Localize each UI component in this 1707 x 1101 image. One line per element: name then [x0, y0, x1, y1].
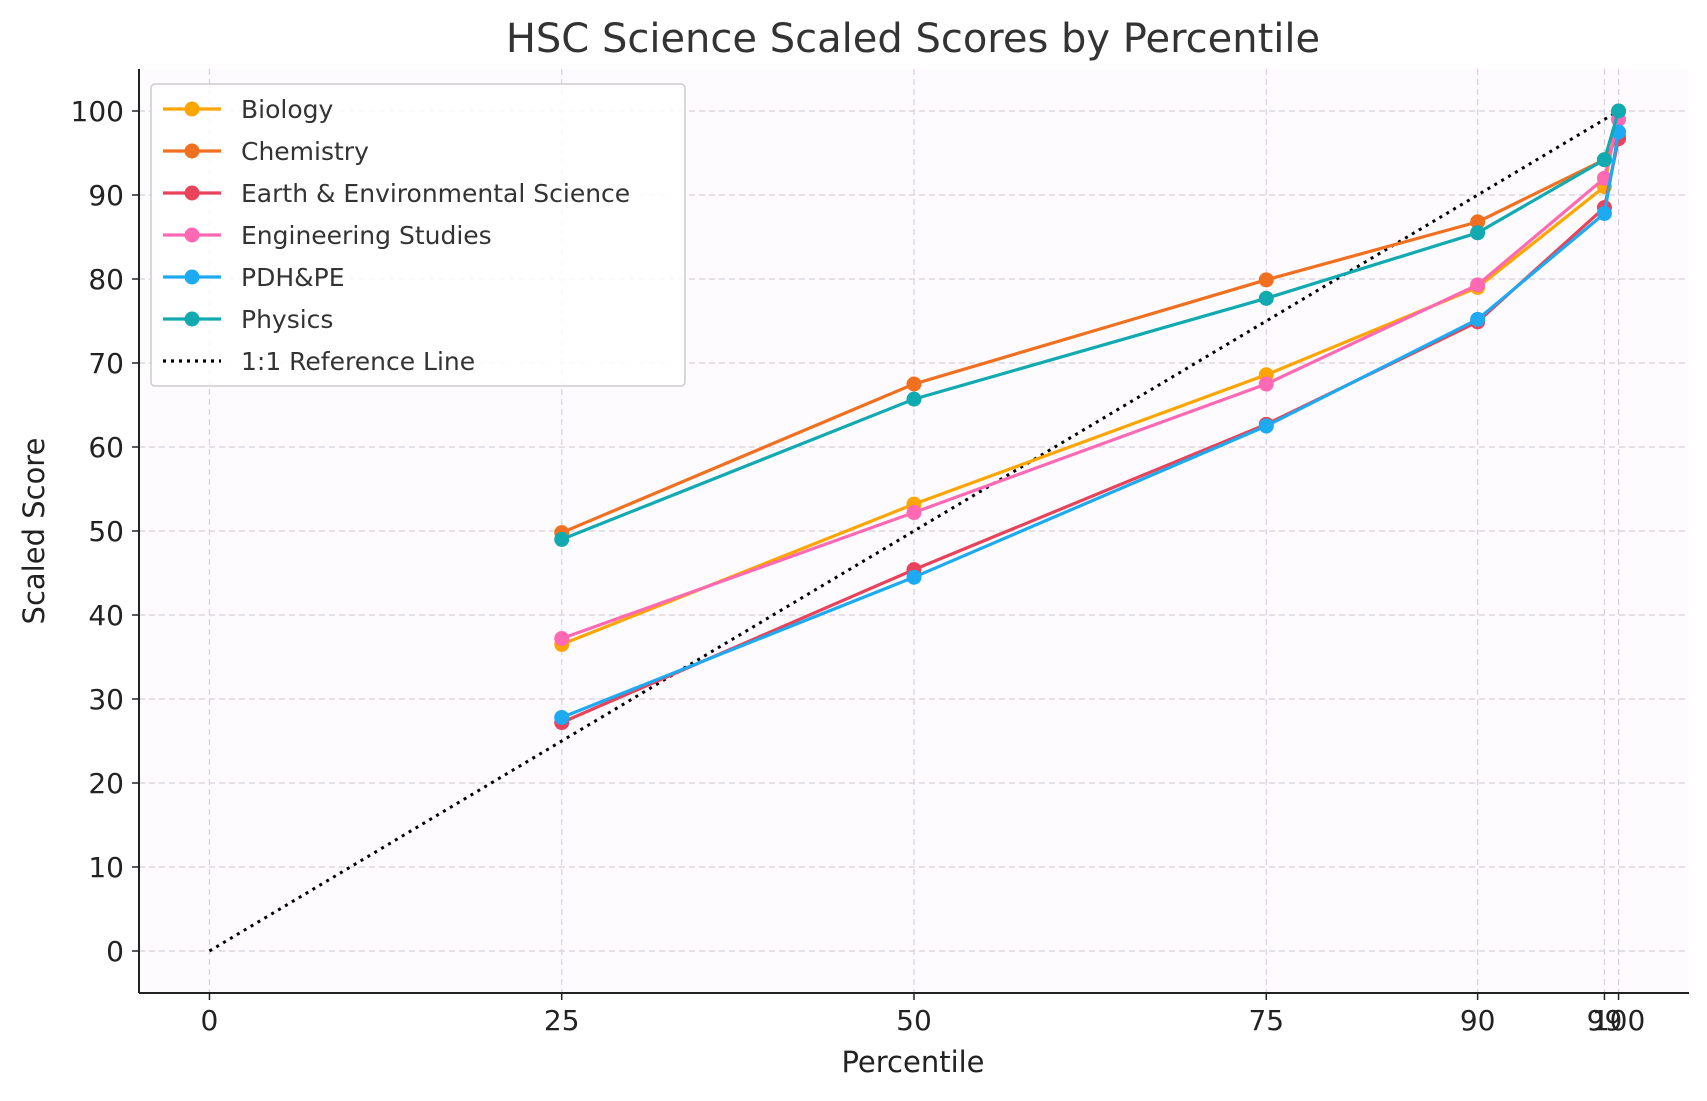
- data-point: [1596, 152, 1612, 168]
- y-tick-label: 20: [88, 767, 124, 800]
- y-axis-label: Scaled Score: [17, 438, 51, 625]
- x-tick-label: 75: [1248, 1004, 1284, 1037]
- x-axis-label: Percentile: [841, 1045, 984, 1079]
- x-tick-label: 90: [1460, 1004, 1496, 1037]
- legend-label: Engineering Studies: [241, 221, 492, 250]
- data-point: [906, 391, 922, 407]
- x-tick-label: 100: [1592, 1004, 1645, 1037]
- y-ticks: 0 10 20 30 40 50 60 70 80 90 100: [71, 95, 139, 968]
- legend-item: 1:1 Reference Line: [163, 347, 475, 376]
- series-physics: [554, 103, 1627, 547]
- data-point: [1258, 272, 1274, 288]
- legend-item: Engineering Studies: [163, 221, 492, 250]
- grid: [139, 69, 1689, 993]
- legend-item: Chemistry: [163, 137, 369, 166]
- y-tick-label: 10: [88, 851, 124, 884]
- series-line: [561, 110, 1621, 541]
- chart-title: HSC Science Scaled Scores by Percentile: [506, 16, 1320, 62]
- y-tick-label: 60: [88, 431, 124, 464]
- y-tick-label: 40: [88, 599, 124, 632]
- data-point: [1470, 225, 1486, 241]
- reference-line-group: [208, 109, 1620, 953]
- series-line: [561, 131, 1621, 719]
- legend-marker: [184, 227, 200, 243]
- legend-marker: [184, 269, 200, 285]
- data-point: [1470, 214, 1486, 230]
- legend-item: Earth & Environmental Science: [163, 179, 630, 208]
- x-tick-label: 25: [544, 1004, 580, 1037]
- legend-label: Biology: [241, 95, 334, 124]
- legend-label: 1:1 Reference Line: [241, 347, 475, 376]
- data-point: [554, 709, 570, 725]
- data-point: [906, 376, 922, 392]
- data-point: [1258, 290, 1274, 306]
- data-point: [554, 631, 570, 647]
- legend-marker: [184, 101, 200, 117]
- legend-item: Physics: [163, 305, 333, 334]
- data-point: [1596, 170, 1612, 186]
- legend-marker: [184, 185, 200, 201]
- data-point: [1596, 205, 1612, 221]
- legend-item: PDH&PE: [163, 263, 345, 292]
- legend-marker: [184, 143, 200, 159]
- legend-label: PDH&PE: [241, 263, 345, 292]
- data-point: [1258, 418, 1274, 434]
- data-point: [1470, 277, 1486, 293]
- series-group: [554, 103, 1627, 731]
- x-tick-label: 0: [201, 1004, 219, 1037]
- y-tick-label: 70: [88, 347, 124, 380]
- data-point: [1470, 311, 1486, 327]
- legend-label: Physics: [241, 305, 333, 334]
- data-point: [906, 505, 922, 521]
- legend-label: Earth & Environmental Science: [241, 179, 630, 208]
- data-point: [906, 569, 922, 585]
- series-pdh-pe: [554, 124, 1627, 725]
- y-tick-label: 30: [88, 683, 124, 716]
- data-point: [1611, 103, 1627, 119]
- legend-marker: [184, 311, 200, 327]
- legend: Biology Chemistry Earth & Environmental Sc…: [150, 83, 686, 387]
- data-point: [554, 531, 570, 547]
- legend-label: Chemistry: [241, 137, 369, 166]
- x-tick-label: 99: [1587, 1004, 1623, 1037]
- legend-box: [150, 83, 686, 387]
- reference-line: [208, 109, 1620, 953]
- y-tick-label: 100: [71, 95, 124, 128]
- data-point: [1258, 376, 1274, 392]
- series-line: [561, 119, 1621, 641]
- y-tick-label: 50: [88, 515, 124, 548]
- x-tick-label: 50: [896, 1004, 932, 1037]
- legend-item: Biology: [163, 95, 334, 124]
- y-tick-label: 90: [88, 179, 124, 212]
- y-tick-label: 80: [88, 263, 124, 296]
- y-tick-label: 0: [106, 935, 124, 968]
